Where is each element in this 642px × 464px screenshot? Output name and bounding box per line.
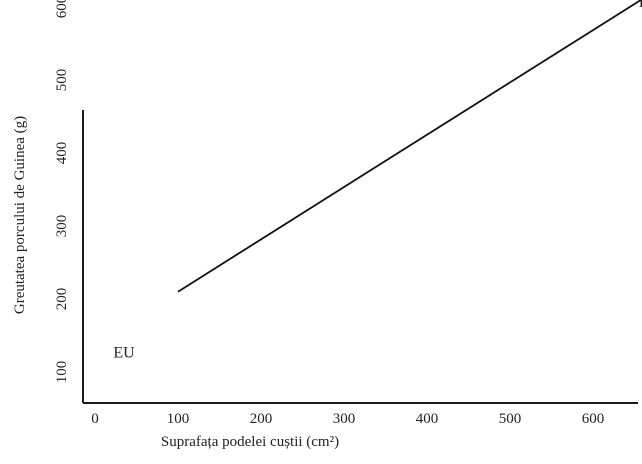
series-line [177, 0, 642, 293]
series-layer [177, 0, 642, 293]
y-tick-label: 500 [54, 69, 70, 92]
axes-layer [82, 110, 638, 404]
y-tick-label: 300 [54, 215, 70, 238]
y-tick-label: 100 [54, 361, 70, 384]
x-tick-label: 600 [582, 411, 605, 427]
x-axis-title: Suprafața podelei cuștii (cm²) [161, 434, 339, 450]
annotation-label: EU [639, 0, 642, 11]
y-tick-label: 600 [54, 0, 70, 18]
y-tick-label: 400 [54, 142, 70, 165]
y-tick-label: 200 [54, 288, 70, 311]
x-tick-label: 400 [416, 411, 439, 427]
y-axis-title: Greutatea porcului de Guinea (g) [12, 116, 28, 314]
annotation-label: EU [113, 344, 135, 361]
annotation-layer: EU EU [113, 0, 642, 361]
x-tick-label: 300 [333, 411, 356, 427]
x-tick-label: 200 [250, 411, 273, 427]
x-tick-label: 100 [167, 411, 190, 427]
x-tick-label: 0 [91, 411, 99, 427]
tick-layer: 0100200300400500600700100200300400500600… [54, 0, 605, 427]
x-tick-label: 500 [499, 411, 522, 427]
